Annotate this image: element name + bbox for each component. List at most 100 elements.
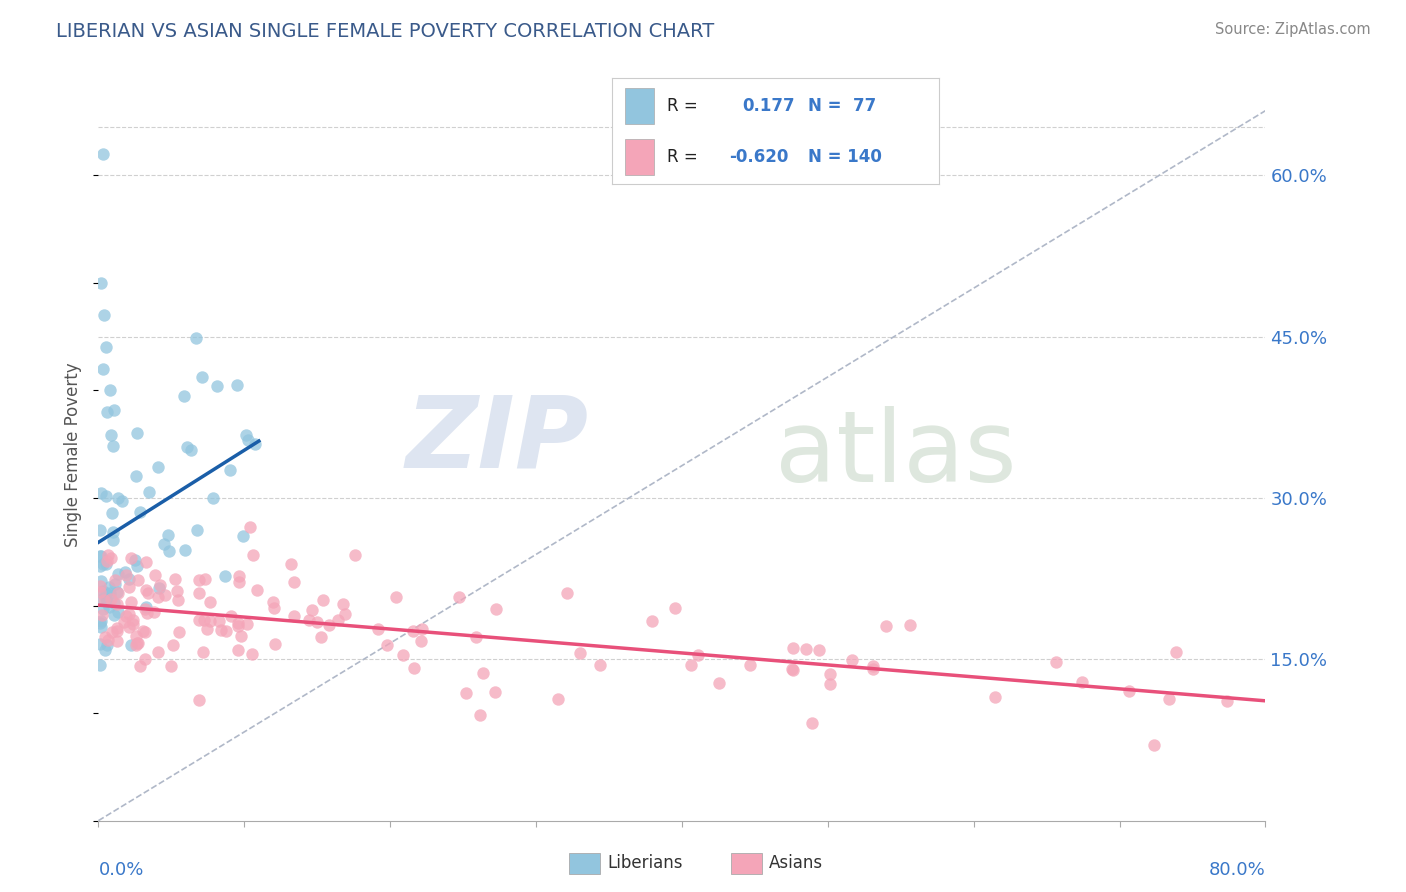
Point <box>226 643 249 657</box>
Point <box>547 691 569 706</box>
Point <box>589 658 612 673</box>
Point <box>91 362 114 376</box>
Point <box>91 583 114 598</box>
Point <box>135 599 157 614</box>
Point <box>262 595 284 609</box>
Point <box>111 493 134 508</box>
Point <box>89 585 111 599</box>
Point <box>148 581 170 595</box>
Point <box>1045 655 1067 669</box>
Point <box>709 676 731 690</box>
Point <box>782 663 804 677</box>
Point <box>94 591 117 606</box>
Point <box>305 615 328 629</box>
Point <box>125 468 148 483</box>
Point <box>246 582 269 597</box>
Point <box>173 389 195 403</box>
Point <box>875 619 897 633</box>
Point <box>98 384 121 398</box>
Point <box>127 636 149 650</box>
Point <box>100 586 122 600</box>
Point <box>191 370 214 384</box>
Point <box>375 638 398 652</box>
Point <box>228 618 250 632</box>
Point <box>332 598 354 612</box>
Point <box>103 525 125 540</box>
Point <box>146 459 169 474</box>
Point <box>127 426 149 441</box>
Point <box>94 643 117 657</box>
Point <box>135 606 157 620</box>
Text: N = 140: N = 140 <box>808 148 882 166</box>
Point <box>120 595 142 609</box>
Point <box>681 658 703 673</box>
Point <box>232 529 254 543</box>
Point <box>686 648 709 663</box>
Point <box>122 613 145 627</box>
Point <box>239 520 262 534</box>
Point <box>105 621 128 635</box>
Point <box>97 632 120 647</box>
Point <box>96 638 118 652</box>
Point <box>89 558 111 573</box>
Point <box>411 633 433 648</box>
Point <box>238 433 260 447</box>
Point <box>96 554 118 568</box>
Point <box>90 486 112 500</box>
Point <box>176 440 198 454</box>
Point <box>841 653 863 667</box>
Point <box>131 624 153 639</box>
Point <box>94 586 117 600</box>
Point <box>664 601 686 615</box>
Point <box>202 491 225 505</box>
Text: 0.0%: 0.0% <box>98 861 143 879</box>
Point <box>404 660 426 674</box>
Point <box>228 569 250 583</box>
Point <box>187 614 209 628</box>
Point <box>103 576 125 591</box>
Point <box>392 648 415 662</box>
Point <box>98 600 121 615</box>
Point <box>118 620 141 634</box>
Point <box>94 557 117 571</box>
Point <box>97 548 120 562</box>
Point <box>90 574 112 588</box>
Point <box>186 523 208 537</box>
Point <box>129 659 152 673</box>
Point <box>143 568 166 582</box>
Point <box>193 613 215 627</box>
Point <box>984 690 1007 705</box>
Point <box>89 637 111 651</box>
Point <box>738 657 761 672</box>
Point <box>149 578 172 592</box>
Point <box>1143 739 1166 753</box>
Text: Asians: Asians <box>769 855 823 872</box>
Point <box>162 638 184 652</box>
Point <box>205 379 228 393</box>
Point <box>105 634 128 648</box>
Point <box>344 548 367 562</box>
Point <box>808 643 831 657</box>
Point <box>120 550 142 565</box>
Point <box>464 630 486 644</box>
Point <box>100 550 122 565</box>
Point <box>166 583 188 598</box>
Text: R =: R = <box>668 97 699 115</box>
Point <box>184 331 207 345</box>
Point <box>468 707 491 722</box>
Text: 80.0%: 80.0% <box>1209 861 1265 879</box>
Point <box>228 575 250 590</box>
Point <box>143 605 166 619</box>
Point <box>138 484 160 499</box>
Point <box>367 622 389 636</box>
Point <box>263 601 285 615</box>
Point <box>208 614 231 628</box>
Point <box>115 567 138 582</box>
Point <box>90 549 112 564</box>
Point <box>187 585 209 599</box>
Point <box>127 574 149 588</box>
Point <box>472 666 495 681</box>
Text: R =: R = <box>668 148 699 166</box>
Point <box>96 489 118 503</box>
Point <box>104 573 127 587</box>
